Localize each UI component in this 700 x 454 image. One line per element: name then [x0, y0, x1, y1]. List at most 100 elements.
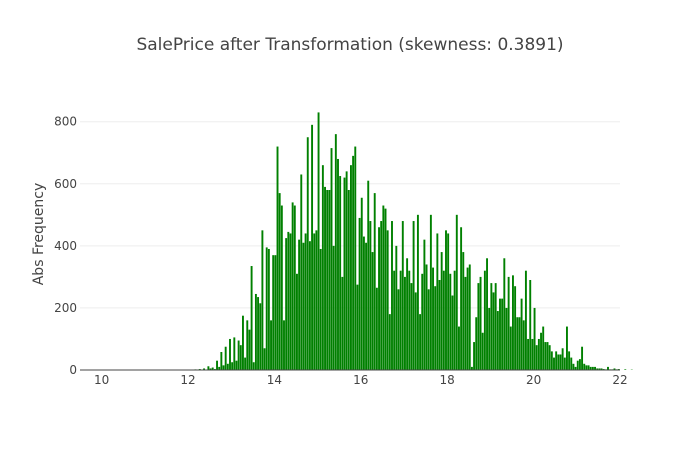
histogram-bar	[246, 320, 248, 370]
histogram-bar	[445, 230, 447, 370]
histogram-bar	[268, 249, 270, 370]
x-tick-label: 16	[353, 373, 368, 387]
histogram-bar	[557, 354, 559, 370]
histogram-bar	[264, 348, 266, 370]
histogram-bar	[335, 134, 337, 370]
histogram-bar	[423, 240, 425, 370]
x-tick-label: 18	[440, 373, 455, 387]
histogram-bar	[236, 361, 238, 370]
histogram-bar	[356, 285, 358, 370]
histogram-bar	[464, 277, 466, 370]
histogram-bar	[374, 193, 376, 370]
histogram-bar	[521, 299, 523, 370]
histogram-bar	[285, 238, 287, 370]
histogram-bar	[318, 112, 320, 370]
histogram-bar	[482, 333, 484, 370]
histogram-bar	[270, 320, 272, 370]
histogram-bar	[337, 159, 339, 370]
histogram-bar	[309, 241, 311, 370]
histogram-bar	[207, 366, 209, 370]
histogram-bar	[441, 252, 443, 370]
histogram-bar	[447, 233, 449, 370]
histogram-bar	[452, 296, 454, 370]
histogram-bar	[490, 283, 492, 370]
histogram-bar	[624, 369, 626, 370]
histogram-bar	[473, 342, 475, 370]
histogram-bar	[259, 303, 261, 370]
histogram-bar	[298, 240, 300, 370]
histogram-bar	[449, 274, 451, 370]
histogram-bar	[300, 174, 302, 370]
histogram-bar	[231, 362, 233, 370]
histogram-bar	[242, 316, 244, 370]
histogram-bar	[274, 255, 276, 370]
x-tick-label: 20	[526, 373, 541, 387]
histogram-bar	[510, 327, 512, 370]
histogram-bar	[393, 271, 395, 370]
histogram-bar	[516, 317, 518, 370]
histogram-bar	[404, 277, 406, 370]
histogram-bar	[540, 333, 542, 370]
histogram-bar	[566, 327, 568, 370]
histogram-bar	[428, 289, 430, 370]
histogram-bar	[493, 292, 495, 370]
histogram-bar	[534, 308, 536, 370]
histogram-bar	[506, 308, 508, 370]
x-tick-label: 14	[267, 373, 282, 387]
histogram-bar	[248, 330, 250, 370]
histogram-bar	[380, 221, 382, 370]
histogram-bar	[484, 271, 486, 370]
histogram-bar	[302, 243, 304, 370]
histogram-bar	[527, 339, 529, 370]
histogram-bar	[529, 280, 531, 370]
histogram-bar	[562, 348, 564, 370]
y-tick-label: 200	[54, 301, 77, 315]
histogram-bar	[439, 280, 441, 370]
histogram-bar	[287, 232, 289, 370]
histogram-bar	[514, 286, 516, 370]
histogram-bar	[486, 258, 488, 370]
x-tick-label: 10	[94, 373, 109, 387]
histogram-bar	[454, 271, 456, 370]
histogram-bar	[348, 190, 350, 370]
histogram-bar	[410, 283, 412, 370]
histogram-bar	[382, 206, 384, 370]
histogram-bar	[376, 288, 378, 370]
y-axis-label: Abs Frequency	[31, 183, 47, 286]
histogram-bar	[417, 215, 419, 370]
histogram-bar	[421, 274, 423, 370]
histogram-bar	[328, 190, 330, 370]
histogram-bar	[387, 230, 389, 370]
histogram-bar	[469, 264, 471, 370]
histogram-bar	[320, 249, 322, 370]
chart-title: SalePrice after Transformation (skewness…	[136, 35, 563, 55]
histogram-bar	[367, 181, 369, 370]
histogram-bar	[415, 292, 417, 370]
histogram-bar	[311, 125, 313, 370]
histogram-bar	[339, 176, 341, 370]
histogram-bar	[475, 317, 477, 370]
histogram-bar	[555, 351, 557, 370]
histogram-bar	[572, 364, 574, 370]
histogram-bar	[564, 358, 566, 370]
histogram-bar	[395, 246, 397, 370]
histogram-bar	[257, 297, 259, 370]
bars-layer	[194, 112, 632, 370]
histogram-bar	[480, 277, 482, 370]
y-tick-label: 0	[69, 363, 77, 377]
histogram-bar	[462, 252, 464, 370]
histogram-bar	[413, 221, 415, 370]
histogram-bar	[436, 233, 438, 370]
y-tick-label: 400	[54, 239, 77, 253]
histogram-bar	[281, 206, 283, 370]
histogram-bar	[443, 271, 445, 370]
histogram-bar	[354, 147, 356, 370]
histogram-bar	[542, 327, 544, 370]
histogram-bar	[560, 354, 562, 370]
histogram-bar	[434, 286, 436, 370]
histogram-bar	[551, 351, 553, 370]
histogram-bar	[544, 342, 546, 370]
histogram-bar	[458, 327, 460, 370]
histogram-bar	[568, 351, 570, 370]
